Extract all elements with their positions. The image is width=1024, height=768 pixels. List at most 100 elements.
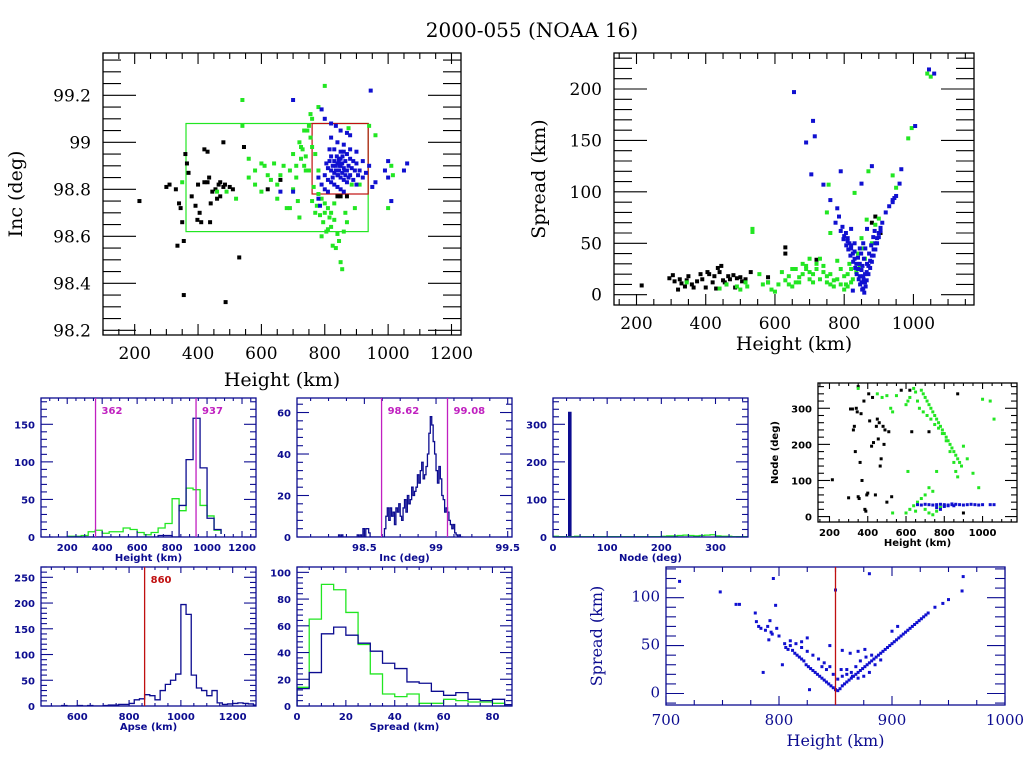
data-point [775, 626, 779, 630]
histogram-bin [402, 520, 403, 537]
data-point [887, 430, 891, 434]
data-point [870, 653, 874, 657]
data-point [346, 175, 351, 180]
data-point [846, 247, 851, 252]
data-point [935, 417, 939, 421]
data-point [335, 231, 340, 236]
data-point [357, 168, 362, 173]
x-tick-label: 600 [245, 344, 277, 364]
data-point [904, 630, 908, 634]
data-point [879, 651, 883, 655]
data-point [890, 629, 894, 633]
data-point [334, 154, 339, 159]
data-point [335, 194, 340, 199]
data-point [322, 201, 327, 206]
histogram-bin [410, 500, 411, 537]
series-green [856, 386, 996, 517]
data-point [275, 182, 280, 187]
x-tick-label: 0 [550, 543, 557, 554]
data-point [329, 168, 334, 173]
data-point [847, 241, 852, 246]
data-point [310, 116, 315, 121]
data-point [386, 206, 391, 211]
data-point [724, 282, 729, 287]
y-tick-label: 99.2 [53, 86, 91, 106]
data-point [915, 621, 919, 625]
data-point [208, 220, 213, 225]
data-point [357, 182, 362, 187]
data-point [899, 634, 903, 638]
data-point [335, 140, 340, 145]
histogram-bin [383, 663, 395, 706]
data-point [748, 270, 753, 275]
data-point [313, 152, 318, 157]
data-point [382, 168, 387, 173]
data-point [678, 579, 682, 583]
histogram-bin [145, 695, 150, 706]
series-green [684, 71, 933, 294]
data-point [961, 511, 965, 515]
data-point [836, 677, 840, 681]
apse-histogram-plot: 600 800 1000 1200 0 50 100 150 200 250 Apse (km) 86… [14, 566, 257, 733]
data-point [703, 285, 708, 290]
data-point [308, 135, 313, 140]
data-point [906, 399, 910, 403]
histogram-bin [443, 500, 444, 537]
data-point [824, 210, 829, 215]
x-tick-label: 100 [597, 543, 618, 554]
histogram-bin [134, 700, 139, 706]
data-point [935, 509, 939, 513]
data-point [325, 177, 330, 182]
data-point [321, 220, 326, 225]
data-point [230, 187, 235, 192]
data-point [879, 457, 883, 461]
data-point [856, 386, 860, 390]
data-point [845, 672, 849, 676]
data-point [341, 229, 346, 234]
histogram-bin [130, 529, 137, 537]
data-point [817, 256, 822, 261]
data-point [933, 413, 937, 417]
data-point [800, 657, 804, 661]
data-point [841, 237, 846, 242]
y-tick-label: 150 [570, 131, 602, 151]
data-point [822, 661, 826, 665]
data-point [222, 182, 227, 187]
data-point [259, 161, 264, 166]
data-point [961, 503, 965, 507]
red-selection-box [311, 122, 369, 195]
data-point [890, 200, 895, 205]
histogram-bin [416, 487, 417, 537]
data-point [800, 261, 805, 266]
data-point [329, 135, 334, 140]
x-tick-label: 1000 [969, 528, 997, 539]
data-point [246, 175, 251, 180]
y-axis-label: Inc (deg) [5, 151, 27, 238]
data-point [828, 282, 833, 287]
data-point [338, 175, 343, 180]
data-point [352, 168, 357, 173]
data-point [351, 177, 356, 182]
data-point [961, 444, 965, 448]
data-point [338, 128, 343, 133]
data-point [698, 272, 703, 277]
data-point [314, 203, 319, 208]
data-point [199, 220, 204, 225]
y-tick-label: 300 [791, 404, 812, 415]
data-point [873, 493, 877, 497]
y-tick-label: 0 [591, 286, 602, 306]
histogram-bin [429, 433, 430, 537]
histogram-bin [456, 693, 468, 706]
data-point [856, 277, 861, 282]
histogram-bin [392, 516, 393, 537]
data-point [862, 674, 866, 678]
x-axis-label: Height (km) [224, 369, 340, 391]
data-point [929, 417, 933, 421]
data-point [960, 464, 964, 468]
x-tick-label: 200 [57, 543, 78, 554]
data-point [923, 507, 927, 511]
data-point [878, 464, 882, 468]
data-point [913, 124, 918, 129]
data-point [386, 175, 391, 180]
data-point [332, 170, 337, 175]
